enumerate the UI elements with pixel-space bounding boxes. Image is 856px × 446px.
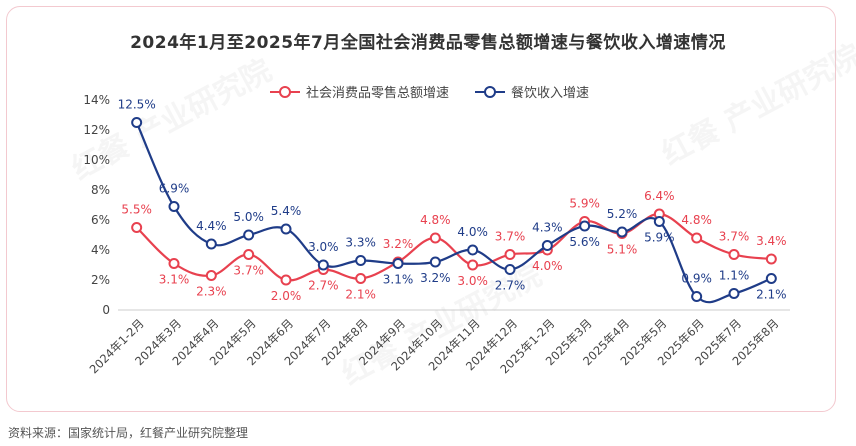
data-point — [205, 238, 217, 250]
series-line-1 — [135, 122, 772, 304]
data-point — [131, 222, 143, 233]
chart-title: 2024年1月至2025年7月全国社会消费品零售总额增速与餐饮收入增速情况 — [130, 33, 726, 53]
data-label: 6.4% — [644, 189, 675, 203]
data-label: 5.0% — [233, 210, 264, 224]
data-point — [467, 244, 479, 256]
data-point — [168, 201, 180, 212]
data-point — [504, 264, 516, 275]
data-label: 3.2% — [420, 271, 451, 285]
data-point — [205, 270, 217, 281]
legend-label-catering: 餐饮收入增速 — [511, 86, 590, 101]
data-label: 3.0% — [308, 240, 339, 254]
data-label: 4.4% — [196, 219, 227, 233]
data-point — [355, 255, 367, 266]
data-label: 2.0% — [271, 289, 302, 303]
data-point — [467, 259, 479, 271]
x-tick-label: 2024年1-2月 — [87, 316, 147, 376]
chart-legend: 社会消费品零售总额增速 餐饮收入增速 — [270, 82, 615, 101]
data-point — [243, 229, 255, 241]
data-label: 6.9% — [159, 182, 190, 196]
data-label: 5.1% — [607, 243, 638, 257]
data-label: 0.9% — [681, 272, 712, 286]
data-label: 4.3% — [532, 221, 563, 235]
data-label: 5.5% — [121, 203, 152, 217]
data-point — [653, 216, 665, 227]
data-point — [765, 273, 777, 284]
y-tick-label: 10% — [83, 153, 110, 167]
data-point — [429, 256, 441, 268]
data-point — [691, 291, 703, 302]
data-point — [579, 220, 591, 232]
data-label: 3.7% — [495, 230, 526, 244]
legend-item-retail: 社会消费品零售总额增速 — [270, 82, 449, 101]
y-tick-label: 0 — [102, 303, 110, 317]
data-label: 2.1% — [345, 288, 376, 302]
data-point — [243, 249, 255, 260]
data-point — [317, 259, 329, 271]
data-label: 2.7% — [495, 279, 526, 293]
data-label: 4.8% — [420, 213, 451, 227]
data-point — [280, 274, 292, 286]
data-label: 4.8% — [681, 213, 712, 227]
data-point — [429, 232, 441, 244]
legend-swatch-catering — [475, 85, 506, 98]
y-tick-label: 2% — [91, 273, 110, 287]
data-label: 4.0% — [457, 225, 488, 239]
data-label: 2.7% — [308, 279, 339, 293]
legend-label-retail: 社会消费品零售总额增速 — [306, 86, 450, 101]
data-label: 3.0% — [457, 274, 488, 288]
data-label: 2.1% — [756, 288, 787, 302]
data-label: 3.7% — [233, 264, 264, 278]
y-tick-label: 12% — [83, 123, 110, 137]
data-label: 3.1% — [159, 273, 190, 287]
data-label: 5.2% — [607, 207, 638, 221]
data-label: 4.0% — [532, 259, 563, 273]
y-tick-label: 8% — [91, 183, 110, 197]
data-point — [616, 226, 628, 238]
data-label: 12.5% — [118, 98, 156, 112]
data-label: 2.3% — [196, 285, 227, 299]
data-point — [504, 249, 516, 260]
data-point — [355, 273, 367, 284]
data-point — [765, 253, 777, 265]
data-label: 5.6% — [569, 235, 600, 249]
y-tick-label: 6% — [91, 213, 110, 227]
data-point — [691, 232, 703, 244]
data-label: 3.2% — [383, 237, 414, 251]
source-note: 资料来源：国家统计局，红餐产业研究院整理 — [8, 426, 249, 440]
data-point — [392, 258, 404, 269]
legend-swatch-retail — [270, 85, 300, 98]
data-label: 5.9% — [569, 197, 600, 211]
data-label: 5.4% — [271, 204, 302, 218]
data-label: 3.1% — [383, 273, 414, 287]
data-label: 1.1% — [719, 269, 750, 283]
y-tick-label: 14% — [83, 93, 110, 107]
legend-item-catering: 餐饮收入增速 — [475, 82, 589, 101]
data-point — [728, 288, 740, 299]
data-label: 3.4% — [756, 234, 787, 248]
series-line-0 — [135, 212, 772, 282]
data-point — [280, 223, 292, 235]
y-tick-label: 4% — [91, 243, 110, 257]
data-point — [728, 249, 740, 260]
data-point — [541, 240, 553, 251]
chart-card — [6, 6, 836, 412]
data-label: 5.9% — [644, 231, 675, 245]
data-point — [131, 117, 143, 128]
data-label: 3.7% — [719, 230, 750, 244]
data-label: 3.3% — [345, 236, 376, 250]
data-point — [168, 258, 180, 269]
